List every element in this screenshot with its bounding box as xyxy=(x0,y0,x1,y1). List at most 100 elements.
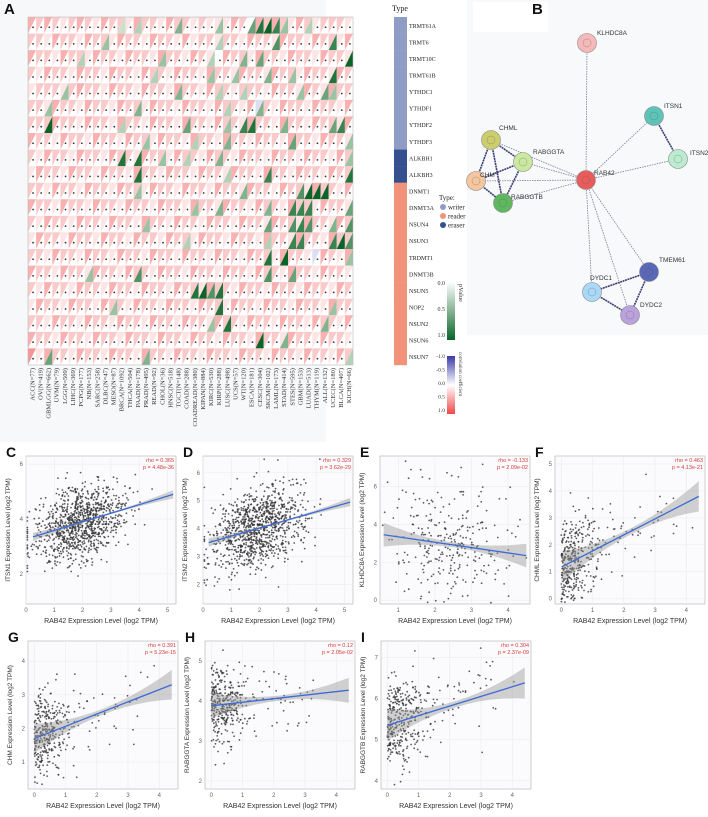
nonsignificant-dot xyxy=(349,341,351,343)
scatter-point xyxy=(233,523,235,525)
scatter-point xyxy=(98,526,100,528)
scatter-point xyxy=(131,509,133,511)
scatter-point xyxy=(251,532,253,534)
scatter-point xyxy=(27,527,29,529)
scatter-point xyxy=(495,573,497,575)
scatter-point xyxy=(251,523,253,525)
scatter-point xyxy=(289,497,291,499)
nonsignificant-dot xyxy=(317,126,319,128)
scatter-point xyxy=(126,497,128,499)
row-label: YTHDC1 xyxy=(409,90,433,96)
y-tick-label: 6 xyxy=(374,484,378,490)
scatter-point xyxy=(138,508,140,510)
nonsignificant-dot xyxy=(113,142,115,144)
nonsignificant-dot xyxy=(162,308,164,310)
x-tick-label: 3 xyxy=(470,608,474,614)
scatter-point xyxy=(274,513,276,515)
nonsignificant-dot xyxy=(284,43,286,45)
scatter-point xyxy=(104,529,106,531)
scatter-point xyxy=(83,540,85,542)
scatter-point xyxy=(94,535,96,537)
nonsignificant-dot xyxy=(73,142,75,144)
nonsignificant-dot xyxy=(154,126,156,128)
correlation-tick: -1.0 xyxy=(436,354,445,360)
nonsignificant-dot xyxy=(138,225,140,227)
nonsignificant-dot xyxy=(219,76,221,78)
scatter-point xyxy=(302,507,304,509)
nonsignificant-dot xyxy=(252,275,254,277)
pvalue-tick: 0.5 xyxy=(438,307,446,313)
nonsignificant-dot xyxy=(130,109,132,111)
scatter-point xyxy=(110,516,112,518)
scatter-point xyxy=(37,524,39,526)
scatter-point xyxy=(268,542,270,544)
nonsignificant-dot xyxy=(349,76,351,78)
scatter-point xyxy=(206,579,208,581)
scatter-point xyxy=(48,561,50,563)
scatter-point xyxy=(100,505,102,507)
nonsignificant-dot xyxy=(170,292,172,294)
scatter-point xyxy=(482,527,484,529)
nonsignificant-dot xyxy=(48,292,50,294)
nonsignificant-dot xyxy=(73,358,75,360)
scatter-point xyxy=(27,535,29,537)
scatter-point xyxy=(102,497,104,499)
nonsignificant-dot xyxy=(333,109,335,111)
scatter-point xyxy=(449,549,451,551)
scatter-point xyxy=(49,554,51,556)
nonsignificant-dot xyxy=(243,76,245,78)
scatter-point xyxy=(458,518,460,520)
scatter-point xyxy=(284,518,286,520)
scatter-point xyxy=(247,507,249,509)
nonsignificant-dot xyxy=(178,126,180,128)
scatter-point xyxy=(257,504,259,506)
nonsignificant-dot xyxy=(178,43,180,45)
scatter-point xyxy=(27,555,29,557)
nonsignificant-dot xyxy=(317,93,319,95)
scatter-point xyxy=(84,486,86,488)
nonsignificant-dot xyxy=(138,258,140,260)
nonsignificant-dot xyxy=(73,109,75,111)
scatter-point xyxy=(75,504,77,506)
nonsignificant-dot xyxy=(227,275,229,277)
scatter-point xyxy=(108,523,110,525)
scatter-point xyxy=(70,527,72,529)
nonsignificant-dot xyxy=(268,109,270,111)
scatter-point xyxy=(234,501,236,503)
nonsignificant-dot xyxy=(113,341,115,343)
scatter-point xyxy=(209,534,211,536)
scatter-point xyxy=(27,533,29,535)
scatter-point xyxy=(238,558,240,560)
scatter-point xyxy=(86,532,88,534)
row-label: TRDMT1 xyxy=(409,256,433,262)
scatter-point xyxy=(207,563,209,565)
scatter-point xyxy=(285,511,287,513)
nonsignificant-dot xyxy=(235,159,237,161)
scatter-point xyxy=(428,532,430,534)
scatter-point xyxy=(235,549,237,551)
nonsignificant-dot xyxy=(235,176,237,178)
nonsignificant-dot xyxy=(178,308,180,310)
scatter-point xyxy=(237,498,239,500)
nonsignificant-dot xyxy=(349,126,351,128)
nonsignificant-dot xyxy=(154,60,156,62)
scatter-point xyxy=(82,488,84,490)
scatter-point xyxy=(70,536,72,538)
scatter-point xyxy=(95,514,97,516)
scatter-point xyxy=(462,537,464,539)
scatter-point xyxy=(52,509,54,511)
scatter-point xyxy=(253,539,255,541)
scatter-point xyxy=(288,522,290,524)
scatter-point xyxy=(98,532,100,534)
nonsignificant-dot xyxy=(40,142,42,144)
scatter-point xyxy=(250,554,252,556)
scatter-point xyxy=(280,518,282,520)
scatter-point xyxy=(108,496,110,498)
scatter-point xyxy=(92,561,94,563)
nonsignificant-dot xyxy=(333,358,335,360)
scatter-point xyxy=(234,575,236,577)
nonsignificant-dot xyxy=(260,242,262,244)
scatter-point xyxy=(234,521,236,523)
scatter-point xyxy=(285,541,287,543)
